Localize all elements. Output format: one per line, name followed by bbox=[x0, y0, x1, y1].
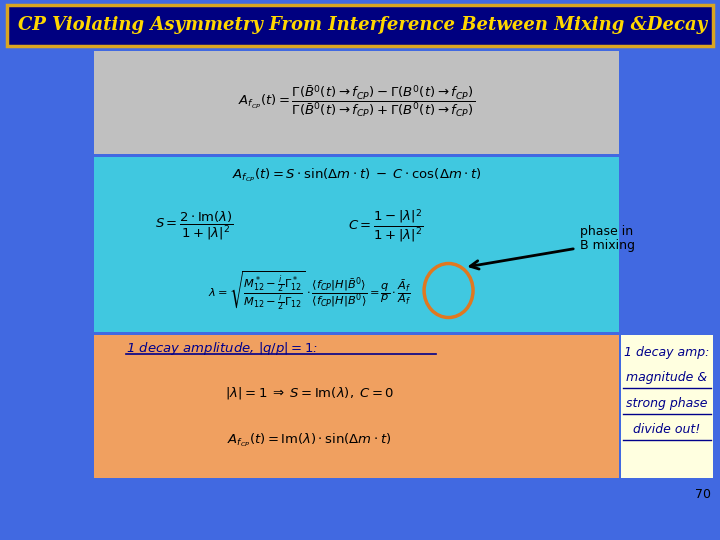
Text: magnitude &: magnitude & bbox=[626, 372, 707, 384]
Text: $|\lambda|=1 \;\Rightarrow\; S=\mathrm{Im}(\lambda),\; C=0$: $|\lambda|=1 \;\Rightarrow\; S=\mathrm{I… bbox=[225, 385, 395, 401]
Text: 70: 70 bbox=[695, 488, 711, 501]
Text: $A_{f_{CP}}(t) = S\cdot\sin(\Delta m\cdot t)\; -\; C\cdot\cos(\Delta m\cdot t)$: $A_{f_{CP}}(t) = S\cdot\sin(\Delta m\cdo… bbox=[232, 167, 481, 184]
Text: divide out!: divide out! bbox=[633, 423, 701, 436]
Text: strong phase: strong phase bbox=[626, 397, 708, 410]
Text: 1 decay amp:: 1 decay amp: bbox=[624, 346, 709, 359]
Text: $A_{f_{CP}}(t) = \dfrac{\Gamma(\bar{B}^0(t)\to f_{CP}) - \Gamma(B^0(t)\to f_{CP}: $A_{f_{CP}}(t) = \dfrac{\Gamma(\bar{B}^0… bbox=[238, 84, 475, 119]
Text: CP Violating Asymmetry From Interference Between Mixing &Decay: CP Violating Asymmetry From Interference… bbox=[18, 16, 707, 35]
Text: $S = \dfrac{2\cdot\mathrm{Im}(\lambda)}{1+|\lambda|^2}$: $S = \dfrac{2\cdot\mathrm{Im}(\lambda)}{… bbox=[155, 210, 234, 242]
Text: B mixing: B mixing bbox=[580, 239, 634, 252]
Text: phase in: phase in bbox=[580, 225, 633, 238]
FancyBboxPatch shape bbox=[7, 5, 713, 46]
FancyArrowPatch shape bbox=[470, 249, 573, 269]
FancyBboxPatch shape bbox=[621, 335, 713, 478]
FancyBboxPatch shape bbox=[94, 157, 619, 332]
FancyBboxPatch shape bbox=[94, 51, 619, 154]
Text: $A_{f_{CP}}(t) = \mathrm{Im}(\lambda)\cdot\sin(\Delta m\cdot t)$: $A_{f_{CP}}(t) = \mathrm{Im}(\lambda)\cd… bbox=[228, 431, 392, 449]
Text: $C = \dfrac{1-|\lambda|^2}{1+|\lambda|^2}$: $C = \dfrac{1-|\lambda|^2}{1+|\lambda|^2… bbox=[348, 207, 423, 244]
FancyBboxPatch shape bbox=[94, 335, 619, 478]
Text: 1 decay amplitude, $|q/p|=1$:: 1 decay amplitude, $|q/p|=1$: bbox=[126, 340, 318, 357]
Text: $\lambda = \sqrt{\dfrac{M^*_{12}-\frac{i}{2}\Gamma^*_{12}}{M_{12}-\frac{i}{2}\Ga: $\lambda = \sqrt{\dfrac{M^*_{12}-\frac{i… bbox=[208, 269, 411, 312]
